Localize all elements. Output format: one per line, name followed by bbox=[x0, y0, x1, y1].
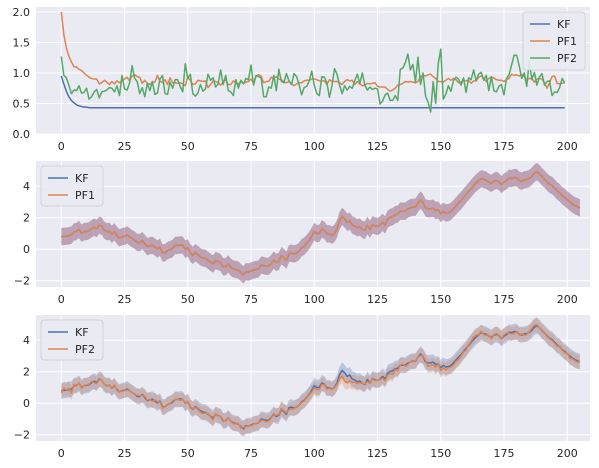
plot-area bbox=[36, 315, 590, 441]
x-tick-label: 100 bbox=[304, 140, 325, 153]
y-tick-label: 2 bbox=[23, 366, 30, 379]
y-tick-label: −2 bbox=[14, 429, 30, 442]
y-tick-label: 4 bbox=[23, 180, 30, 193]
x-tick-label: 25 bbox=[118, 447, 132, 460]
legend: KF PF2 bbox=[40, 319, 104, 361]
x-tick-label: 25 bbox=[118, 293, 132, 306]
x-tick-label: 0 bbox=[58, 140, 65, 153]
legend: KF PF1 PF2 bbox=[522, 11, 586, 71]
legend-box bbox=[522, 11, 586, 71]
x-tick-label: 75 bbox=[244, 447, 258, 460]
y-tick-label: −2 bbox=[14, 275, 30, 288]
plot-content bbox=[60, 317, 581, 437]
legend: KF PF1 bbox=[40, 165, 104, 207]
legend-label-pf1: PF1 bbox=[75, 189, 95, 202]
x-tick-label: 200 bbox=[557, 140, 578, 153]
plot-area bbox=[36, 7, 590, 134]
panel-3: 0 25 50 75 100 125 150 175 200 −2 0 2 4 KF PF2 bbox=[14, 315, 590, 460]
legend-label-pf2: PF2 bbox=[557, 52, 577, 65]
y-tick-label: 0.0 bbox=[13, 128, 31, 141]
x-tick-label: 100 bbox=[304, 447, 325, 460]
x-tick-label: 150 bbox=[430, 447, 451, 460]
x-tick-label: 75 bbox=[244, 293, 258, 306]
legend-label-kf: KF bbox=[557, 18, 571, 31]
y-tick-label: 2.0 bbox=[13, 6, 31, 19]
x-tick-label: 125 bbox=[367, 293, 388, 306]
legend-label-pf2: PF2 bbox=[75, 343, 95, 356]
x-tick-label: 175 bbox=[493, 140, 514, 153]
y-tick-label: 0 bbox=[23, 243, 30, 256]
y-tick-label: 1.0 bbox=[13, 67, 31, 80]
y-tick-label: 0.5 bbox=[13, 97, 31, 110]
y-tick-label: 0 bbox=[23, 397, 30, 410]
panel-2: 0 25 50 75 100 125 150 175 200 −2 0 2 4 KF PF1 bbox=[14, 161, 590, 306]
legend-label-kf: KF bbox=[75, 172, 89, 185]
x-tick-label: 50 bbox=[181, 447, 195, 460]
x-tick-label: 200 bbox=[557, 447, 578, 460]
plot-content bbox=[60, 11, 566, 113]
x-tick-label: 100 bbox=[304, 293, 325, 306]
panel-1: 0 25 50 75 100 125 150 175 200 0.0 0.5 1.0 1.5 2.0 KF P… bbox=[13, 6, 590, 153]
x-tick-label: 150 bbox=[430, 140, 451, 153]
legend-label-pf1: PF1 bbox=[557, 35, 577, 48]
y-tick-label: 2 bbox=[23, 212, 30, 225]
legend-box bbox=[40, 319, 104, 361]
plot-area bbox=[36, 161, 590, 287]
x-tick-label: 125 bbox=[367, 447, 388, 460]
y-tick-label: 4 bbox=[23, 334, 30, 347]
y-tick-label: 1.5 bbox=[13, 36, 31, 49]
x-tick-label: 175 bbox=[493, 447, 514, 460]
x-tick-label: 0 bbox=[58, 447, 65, 460]
x-tick-label: 0 bbox=[58, 293, 65, 306]
legend-box bbox=[40, 165, 104, 207]
x-tick-label: 50 bbox=[181, 140, 195, 153]
x-tick-label: 125 bbox=[367, 140, 388, 153]
series-line-pf2 bbox=[60, 48, 566, 113]
x-tick-label: 75 bbox=[244, 140, 258, 153]
series-line-kf bbox=[60, 75, 565, 109]
legend-label-kf: KF bbox=[75, 326, 89, 339]
x-tick-label: 200 bbox=[557, 293, 578, 306]
x-tick-label: 150 bbox=[430, 293, 451, 306]
x-tick-label: 25 bbox=[118, 140, 132, 153]
plot-content bbox=[61, 163, 581, 284]
confidence-band-pf2 bbox=[61, 317, 580, 436]
series-line-pf1 bbox=[61, 170, 581, 276]
series-line-pf2 bbox=[60, 323, 581, 429]
x-tick-label: 175 bbox=[493, 293, 514, 306]
x-tick-label: 50 bbox=[181, 293, 195, 306]
